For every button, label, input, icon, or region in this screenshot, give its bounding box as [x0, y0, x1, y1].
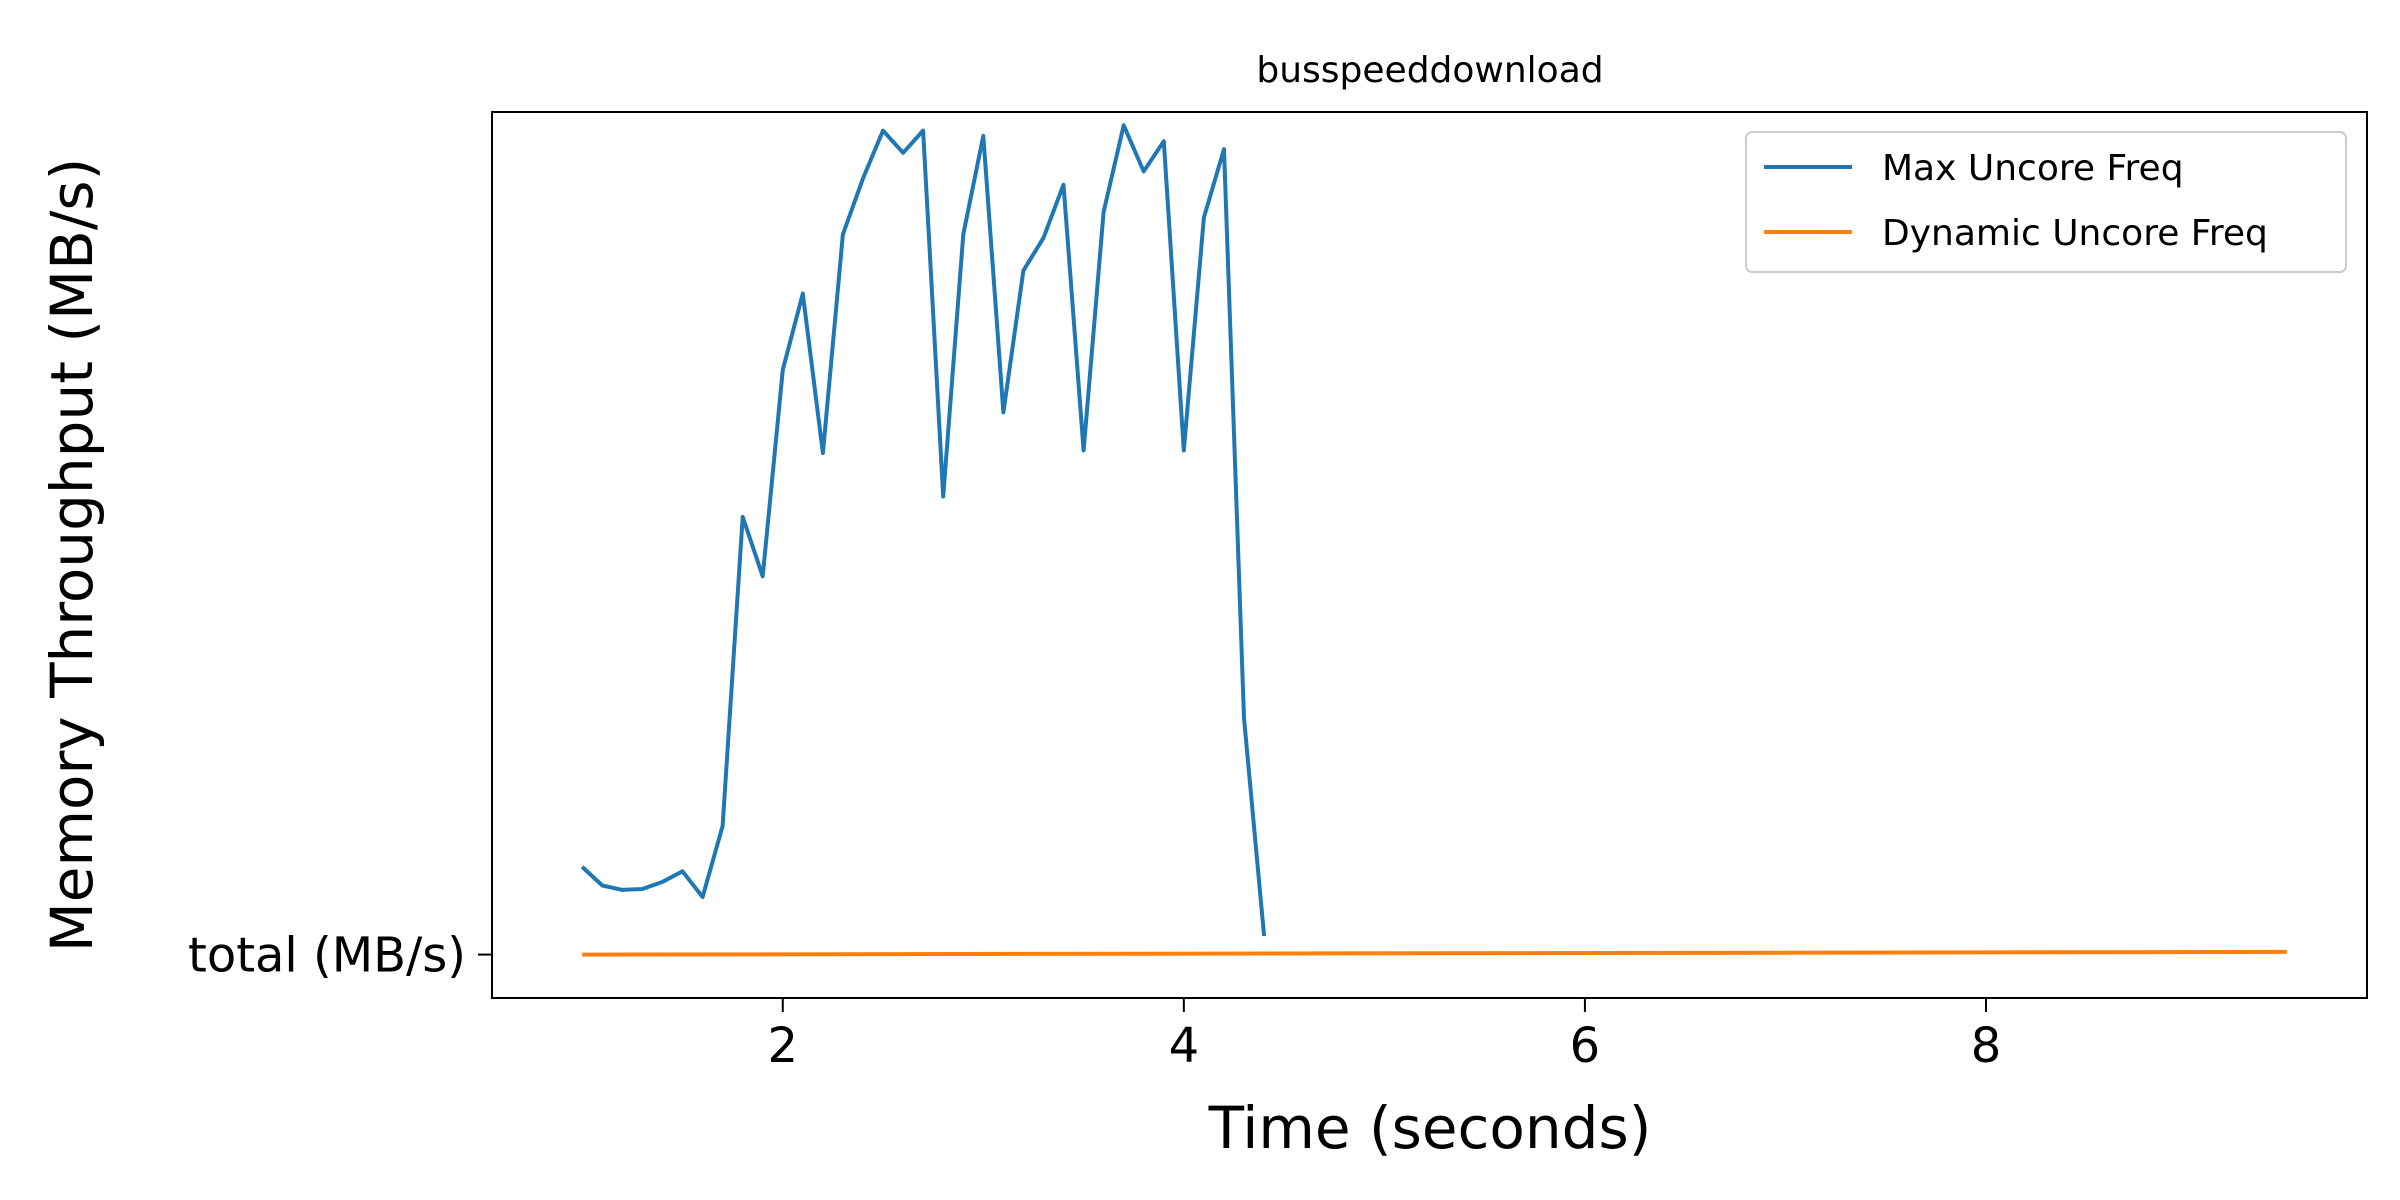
x-axis-ticks: 2 4 6 8 — [768, 998, 2002, 1074]
y-axis-label: Memory Throughput (MB/s) — [38, 158, 106, 953]
y-tick-label: total (MB/s) — [188, 928, 466, 984]
series-line-dynamic-uncore-freq — [582, 949, 2287, 957]
series-lines — [580, 123, 2287, 957]
x-tick-label: 8 — [1971, 1018, 2002, 1074]
x-tick-label: 2 — [768, 1018, 799, 1074]
chart-title: busspeeddownload — [1256, 50, 1603, 91]
x-tick-label: 4 — [1169, 1018, 1200, 1074]
legend: Max Uncore Freq Dynamic Uncore Freq — [1745, 131, 2347, 273]
series-line-max-uncore-freq — [580, 123, 1267, 937]
x-axis-label: Time (seconds) — [1208, 1094, 1652, 1162]
legend-label-dynamic-uncore-freq: Dynamic Uncore Freq — [1882, 213, 2268, 254]
legend-label-max-uncore-freq: Max Uncore Freq — [1882, 148, 2184, 189]
legend-box — [1745, 131, 2347, 273]
plot-frame — [491, 111, 2368, 999]
y-axis-ticks: total (MB/s) — [188, 928, 492, 984]
x-tick-label: 6 — [1570, 1018, 1601, 1074]
